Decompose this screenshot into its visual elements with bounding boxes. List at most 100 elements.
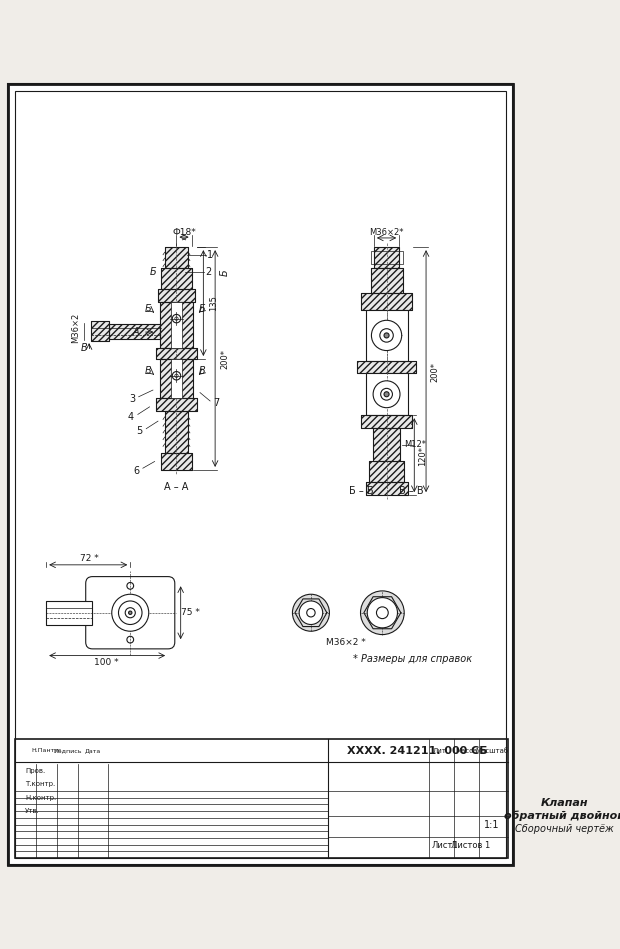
Bar bbox=[161, 269, 192, 289]
Bar bbox=[371, 269, 402, 293]
Bar bbox=[161, 453, 192, 470]
Text: * Размеры для справок: * Размеры для справок bbox=[353, 654, 472, 664]
Text: 135: 135 bbox=[209, 295, 218, 311]
Text: М36×2*: М36×2* bbox=[370, 228, 404, 236]
Bar bbox=[366, 310, 407, 361]
Bar bbox=[113, 592, 147, 634]
Bar bbox=[373, 428, 400, 461]
Text: Б: Б bbox=[220, 269, 230, 276]
Bar bbox=[109, 324, 160, 339]
Text: Ф18*: Ф18* bbox=[172, 228, 196, 236]
Bar bbox=[361, 293, 412, 310]
Bar bbox=[366, 373, 407, 416]
Text: Лит.: Лит. bbox=[433, 748, 450, 754]
Text: Б: Б bbox=[144, 304, 151, 313]
Circle shape bbox=[128, 611, 132, 614]
Bar bbox=[366, 482, 407, 495]
Text: 120*: 120* bbox=[418, 446, 427, 466]
Text: Н.контр.: Н.контр. bbox=[25, 794, 56, 801]
Text: 1:1: 1:1 bbox=[484, 820, 499, 829]
Bar bbox=[374, 247, 399, 269]
Text: Подпись: Подпись bbox=[53, 748, 81, 754]
Text: 7: 7 bbox=[214, 399, 220, 408]
Bar bbox=[46, 601, 92, 624]
Text: Т.контр.: Т.контр. bbox=[25, 781, 55, 787]
Text: 200*: 200* bbox=[221, 349, 230, 369]
Bar bbox=[357, 361, 416, 373]
Bar bbox=[373, 428, 400, 461]
Bar bbox=[369, 461, 404, 482]
Circle shape bbox=[384, 333, 389, 338]
Circle shape bbox=[112, 594, 149, 631]
Bar bbox=[109, 324, 160, 339]
Bar bbox=[161, 453, 192, 470]
Bar bbox=[361, 293, 412, 310]
Text: 72 *: 72 * bbox=[80, 553, 99, 563]
Text: Листов 1: Листов 1 bbox=[451, 841, 490, 850]
Text: Б – Б: Б – Б bbox=[349, 486, 374, 496]
Bar bbox=[156, 348, 197, 359]
Text: 2: 2 bbox=[205, 267, 211, 276]
Bar bbox=[366, 482, 407, 495]
Text: B: B bbox=[81, 343, 87, 353]
Circle shape bbox=[360, 591, 404, 635]
Bar bbox=[160, 302, 193, 348]
Text: Масштаб: Масштаб bbox=[475, 748, 508, 754]
Bar bbox=[156, 399, 197, 411]
Bar bbox=[156, 348, 197, 359]
Bar bbox=[160, 359, 193, 399]
Bar bbox=[361, 416, 412, 428]
Circle shape bbox=[371, 321, 402, 350]
Bar bbox=[160, 302, 193, 348]
Bar bbox=[369, 461, 404, 482]
Bar bbox=[156, 399, 197, 411]
Bar bbox=[158, 289, 195, 302]
Text: 4: 4 bbox=[128, 412, 134, 422]
Bar bbox=[158, 289, 195, 302]
Bar bbox=[373, 428, 400, 461]
Text: обратный двойной: обратный двойной bbox=[504, 810, 620, 821]
Text: Н.Пантус: Н.Пантус bbox=[31, 748, 61, 754]
Bar bbox=[165, 411, 188, 453]
Bar bbox=[46, 601, 92, 624]
Text: Утв.: Утв. bbox=[25, 808, 40, 814]
Text: 75 *: 75 * bbox=[181, 608, 200, 617]
Text: Пров.: Пров. bbox=[25, 768, 45, 773]
Circle shape bbox=[367, 598, 397, 628]
Bar bbox=[158, 289, 195, 302]
Bar bbox=[165, 247, 188, 269]
Circle shape bbox=[384, 392, 389, 397]
Bar bbox=[161, 269, 192, 289]
Text: 3: 3 bbox=[130, 394, 136, 404]
Bar bbox=[113, 592, 147, 634]
Text: А – А: А – А bbox=[164, 482, 188, 492]
Text: Лист1: Лист1 bbox=[432, 841, 459, 850]
Text: 5: 5 bbox=[136, 426, 143, 437]
Text: М36×2 *: М36×2 * bbox=[326, 638, 366, 646]
Bar bbox=[46, 601, 92, 624]
Bar bbox=[160, 359, 193, 399]
Bar bbox=[171, 359, 182, 399]
Bar bbox=[160, 302, 193, 348]
Bar bbox=[109, 324, 160, 339]
Circle shape bbox=[373, 381, 400, 408]
Bar bbox=[161, 269, 192, 289]
Text: М12*: М12* bbox=[404, 440, 426, 449]
Text: 1: 1 bbox=[207, 250, 213, 260]
Bar bbox=[91, 321, 109, 342]
Bar bbox=[374, 247, 399, 269]
Text: Дата: Дата bbox=[84, 748, 100, 754]
Text: В – В: В – В bbox=[399, 486, 424, 496]
Bar bbox=[357, 361, 416, 373]
Bar bbox=[165, 411, 188, 453]
Text: А: А bbox=[133, 327, 140, 337]
Bar bbox=[366, 482, 407, 495]
Bar bbox=[165, 247, 188, 269]
Bar bbox=[361, 416, 412, 428]
Text: Б: Б bbox=[198, 304, 205, 313]
Text: В: В bbox=[144, 365, 151, 376]
Text: 6: 6 bbox=[133, 466, 140, 475]
Bar bbox=[357, 361, 416, 373]
Circle shape bbox=[299, 601, 322, 624]
Bar bbox=[156, 399, 197, 411]
